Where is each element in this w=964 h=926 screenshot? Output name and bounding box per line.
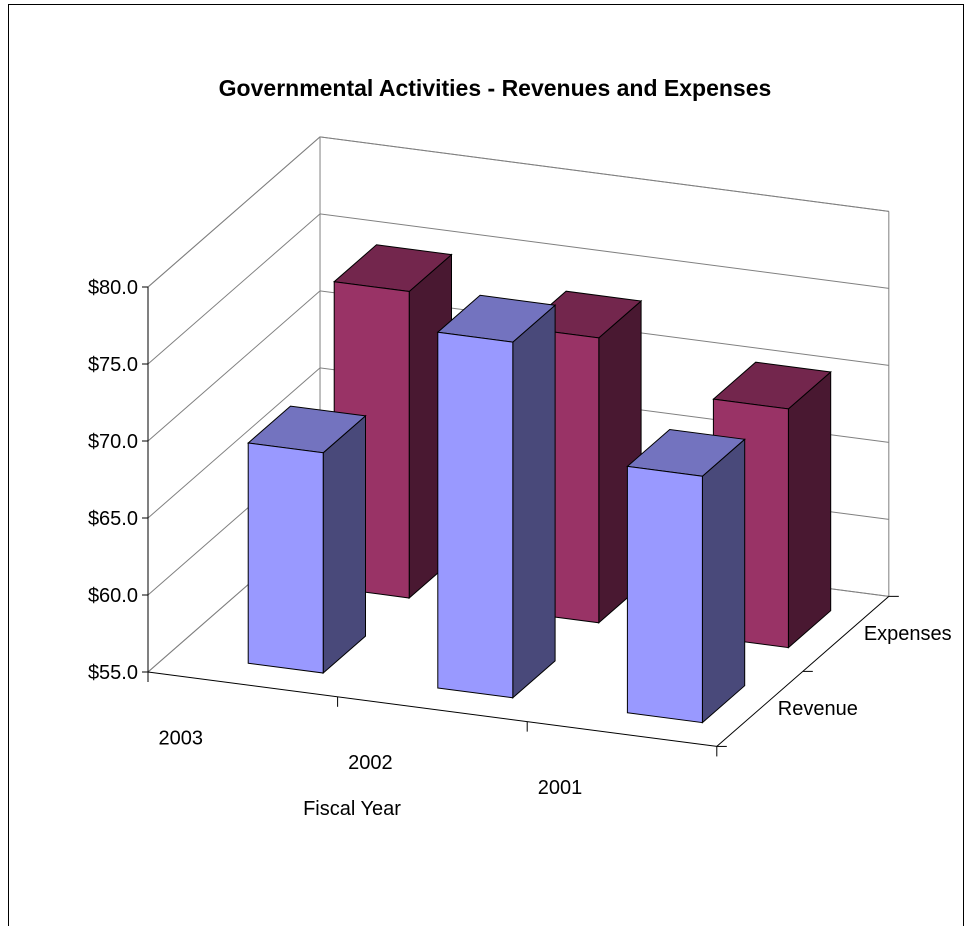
- chart-bars: [247, 244, 832, 724]
- x-axis-line: [147, 671, 717, 747]
- depth-label-expenses: Expenses: [864, 623, 952, 645]
- bar-revenue-2002: [436, 294, 557, 699]
- bar-front: [247, 442, 324, 674]
- chart-title: Governmental Activities - Revenues and E…: [219, 75, 772, 101]
- bar-side: [701, 438, 746, 724]
- gridline-2: [147, 367, 889, 519]
- y-tick-label-4: $75.0: [88, 354, 138, 376]
- bar-front: [626, 465, 703, 724]
- x-tick-label-2002: 2002: [348, 752, 393, 774]
- depth-label-revenue: Revenue: [778, 698, 858, 720]
- bar-side: [512, 304, 556, 699]
- gridline-5: [147, 136, 889, 288]
- y-tick-label-3: $70.0: [88, 431, 138, 453]
- bar-revenue-2003: [247, 405, 367, 675]
- x-tick-label-2003: 2003: [159, 727, 204, 749]
- gridline-3: [147, 290, 889, 442]
- bar-side: [322, 414, 366, 675]
- gridline-4: [147, 213, 889, 365]
- back-wall-top-edge: [147, 136, 889, 288]
- bar-side: [787, 370, 832, 649]
- bar-front: [437, 331, 514, 699]
- bar-revenue-2001: [626, 428, 746, 724]
- x-axis-title: Fiscal Year: [303, 798, 401, 820]
- x-tick-label-2001: 2001: [538, 777, 583, 799]
- y-tick-label-1: $60.0: [88, 585, 138, 607]
- y-tick-label-2: $65.0: [88, 508, 138, 530]
- y-tick-label-5: $80.0: [88, 277, 138, 299]
- y-tick-label-0: $55.0: [88, 662, 138, 684]
- chart-labels: $55.0 $60.0 $65.0 $70.0 $75.0 $80.0 2003 2002 20…: [88, 277, 952, 799]
